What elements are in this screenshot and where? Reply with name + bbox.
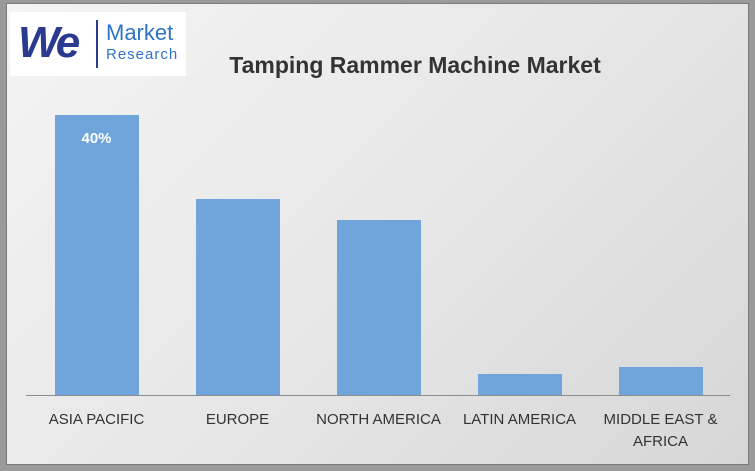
bar — [336, 220, 421, 395]
logo-mark: We — [18, 18, 80, 67]
chart-title: Tamping Rammer Machine Market — [229, 52, 601, 78]
x-axis — [26, 395, 730, 396]
x-tick-label: MIDDLE EAST & AFRICA — [603, 411, 718, 450]
logo-text: Market — [106, 20, 174, 45]
bar — [477, 374, 562, 395]
x-tick-label: NORTH AMERICA — [316, 411, 441, 428]
bar — [618, 367, 703, 395]
logo-text: Research — [106, 46, 179, 63]
x-tick-label: ASIA PACIFIC — [48, 411, 145, 428]
logo: We Market Research — [10, 12, 186, 76]
x-tick-label: LATIN AMERICA — [462, 411, 577, 428]
bar — [195, 199, 280, 395]
x-tick-label: EUROPE — [205, 411, 270, 428]
value-label: 40% — [81, 130, 112, 147]
logo-separator — [96, 20, 98, 68]
bar — [54, 115, 139, 395]
